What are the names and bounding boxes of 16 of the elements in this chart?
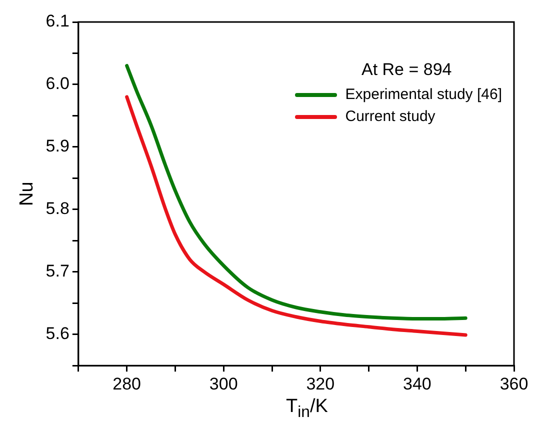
x-tick-label: 360 <box>500 374 528 394</box>
y-tick-label: 5.7 <box>46 262 70 281</box>
x-axis-title: T$_{in}$/K <box>285 396 329 422</box>
y-tick-label: 5.8 <box>46 199 70 218</box>
y-tick-label: 6.0 <box>46 74 70 94</box>
x-tick-label: 340 <box>403 374 432 394</box>
x-tick-label: 300 <box>209 374 238 394</box>
y-tick-label: 6.1 <box>46 12 70 31</box>
legend-label: Experimental study [46] <box>345 86 502 103</box>
y-tick-label: 5.6 <box>46 324 70 344</box>
y-tick-label: 5.9 <box>46 136 70 156</box>
y-axis-title: Nu <box>16 182 38 206</box>
x-tick-label: 320 <box>306 374 335 394</box>
legend-title: At Re = 894 <box>360 60 453 80</box>
legend-label: Current study <box>345 108 436 125</box>
x-tick-label: 280 <box>112 374 142 394</box>
